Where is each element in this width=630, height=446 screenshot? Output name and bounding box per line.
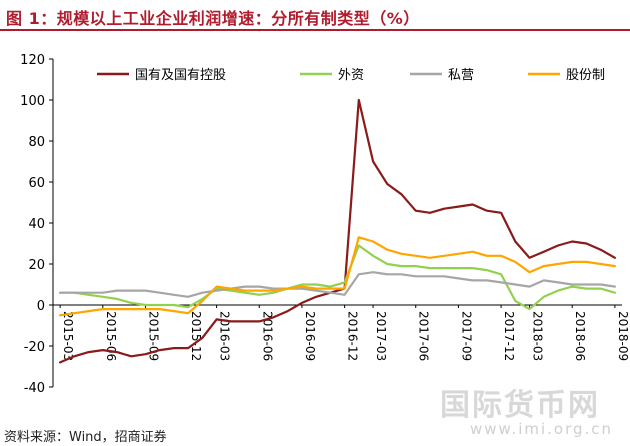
legend-label: 国有及国有控股 [135,68,226,83]
legend-label: 外资 [338,68,364,83]
x-tick-label: 2015-09 [146,311,160,361]
y-tick-label: 20 [28,258,45,273]
y-tick-label: -40 [24,381,45,396]
x-tick-label: 2017-03 [374,311,388,361]
x-tick-label: 2016-09 [303,311,317,361]
x-tick-label: 2016-06 [260,311,274,361]
y-tick-label: 60 [28,176,45,191]
series-line-2 [58,271,617,298]
watermark-url: www.imi.org.cn [470,420,614,438]
series-group [58,98,617,364]
y-tick-label: 80 [28,135,45,150]
y-tick-label: 40 [28,217,45,232]
axes-group: -40 -20 0 20 40 60 80 100 120 2015-03 2015-06 2015-… [20,53,630,396]
source-note: 资料来源：Wind，招商证券 [4,430,167,445]
legend-label: 私营 [448,68,474,83]
profit-growth-chart: -40 -20 0 20 40 60 80 100 120 2015-03 2015-06 2015-… [20,53,630,396]
x-tick-label: 2016-12 [346,311,360,361]
x-tick-label: 2017-12 [502,311,516,361]
series-line-3 [58,236,617,317]
y-tick-label: 100 [20,94,45,109]
x-tick-label: 2018-06 [573,311,587,361]
legend-label: 股份制 [566,68,605,83]
y-tick-label: 120 [20,53,45,68]
x-tick-label: 2018-09 [616,311,630,361]
legend: 国有及国有控股 外资 私营 股份制 [97,68,605,83]
x-tick-label: 2015-06 [104,311,118,361]
x-tick-label: 2017-06 [417,311,431,361]
series-line-0 [58,98,617,364]
x-tick-label: 2015-12 [189,311,203,361]
series-line-1 [58,244,617,311]
y-tick-label: -20 [24,340,45,355]
watermark-logo: 国际货币网 [440,388,600,423]
x-tick-label: 2016-03 [218,311,232,361]
chart-title: 图 1：规模以上工业企业利润增速：分所有制类型（%） [6,9,420,28]
title-underline [0,29,630,31]
x-tick-label: 2018-03 [531,311,545,361]
x-tick-label: 2017-09 [459,311,473,361]
y-tick-label: 0 [37,299,45,314]
x-tick-label: 2015-03 [61,311,75,361]
